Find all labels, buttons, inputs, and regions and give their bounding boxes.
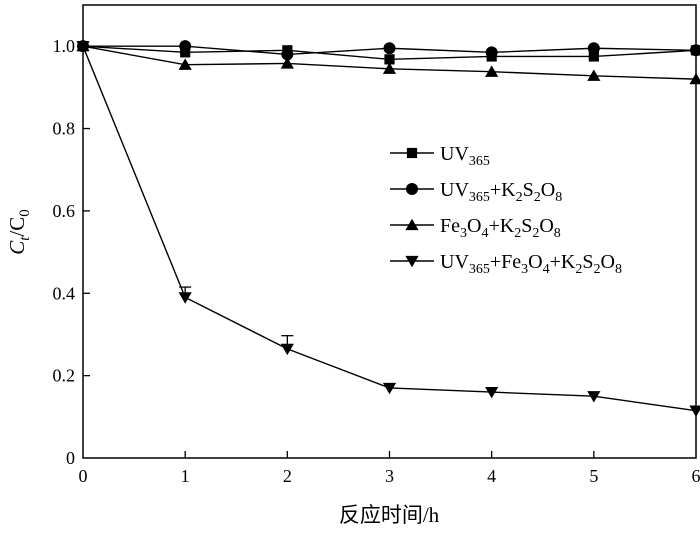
point-triangle-down-6	[689, 406, 700, 417]
y-axis-label: Ct/C0	[5, 209, 33, 255]
y-axis-ticks: 0 0.2 0.4 0.6 0.8 1.0	[53, 36, 91, 468]
legend-label: UV365	[440, 143, 490, 169]
point-triangle-down-2	[281, 344, 294, 355]
error-bars	[179, 287, 293, 349]
y-axis-label-sep: /C	[5, 217, 29, 237]
series-markers	[76, 40, 700, 417]
point-circle-4	[486, 46, 498, 58]
x-tick-label: 4	[487, 466, 496, 486]
legend-item-0: UV365	[390, 143, 490, 169]
legend: UV365 UV365+K2S2O8 Fe3O4+K2S2O8 UV365+Fe3O4…	[390, 143, 622, 277]
y-tick-label: 0.2	[53, 366, 76, 386]
series-lines	[83, 46, 696, 410]
point-circle-3	[384, 42, 396, 54]
y-tick-label: 0.8	[53, 119, 76, 139]
x-axis-label: 反应时间/h	[339, 503, 440, 527]
x-tick-label: 0	[79, 466, 88, 486]
x-tick-label: 6	[692, 466, 700, 486]
legend-label: UV365+Fe3O4+K2S2O8	[440, 251, 622, 277]
legend-item-3: UV365+Fe3O4+K2S2O8	[390, 251, 622, 277]
point-triangle-down-1	[179, 292, 192, 303]
point-circle-5	[588, 42, 600, 54]
x-axis-ticks: 0 1 2 3 4 5 6	[79, 451, 700, 486]
series-line-3	[83, 46, 696, 410]
legend-label: UV365+K2S2O8	[440, 179, 562, 205]
x-tick-label: 1	[181, 466, 190, 486]
x-tick-label: 5	[589, 466, 598, 486]
legend-marker-circle	[406, 183, 418, 195]
y-axis-label-main: C	[5, 240, 29, 255]
y-axis-label-sub2: 0	[17, 209, 33, 217]
y-tick-label: 0	[66, 448, 75, 468]
legend-item-2: Fe3O4+K2S2O8	[390, 215, 561, 241]
y-tick-label: 0.6	[53, 201, 76, 221]
y-tick-label: 0.4	[53, 283, 76, 303]
y-tick-label: 1.0	[53, 36, 76, 56]
legend-item-1: UV365+K2S2O8	[390, 179, 562, 205]
legend-label: Fe3O4+K2S2O8	[440, 215, 561, 241]
legend-marker-square	[407, 148, 417, 158]
x-tick-label: 2	[283, 466, 292, 486]
x-tick-label: 3	[385, 466, 394, 486]
point-circle-1	[179, 40, 191, 52]
